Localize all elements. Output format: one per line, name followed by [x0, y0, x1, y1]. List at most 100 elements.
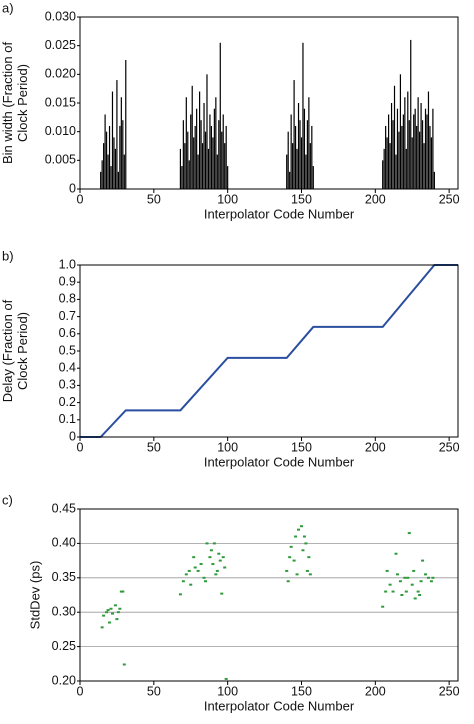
x-axis-label: Interpolator Code Number: [204, 206, 355, 221]
bar: [123, 154, 125, 189]
bar: [299, 120, 301, 189]
bar: [427, 91, 430, 189]
bar: [305, 154, 307, 189]
bar: [227, 166, 229, 189]
y-tick-label: 0.2: [59, 395, 76, 409]
bar: [290, 114, 292, 189]
point: [184, 573, 188, 576]
point: [192, 556, 196, 559]
bar: [210, 125, 213, 189]
y-tick-label: 0: [69, 429, 76, 443]
x-tick-label: 50: [147, 440, 161, 454]
y-tick-label: 0.6: [59, 326, 76, 340]
bar: [411, 137, 413, 189]
point: [410, 583, 414, 586]
bar: [385, 125, 387, 189]
x-tick-label: 200: [365, 192, 386, 206]
point: [419, 580, 423, 583]
bar: [414, 108, 416, 189]
x-tick-label: 150: [291, 192, 312, 206]
x-tick-label: 100: [217, 684, 238, 698]
point: [208, 556, 212, 559]
point: [431, 576, 435, 579]
bar: [101, 160, 103, 189]
bar: [188, 160, 190, 189]
bar: [417, 97, 419, 189]
x-tick-label: 200: [365, 684, 386, 698]
bar: [419, 131, 421, 189]
bar: [407, 91, 409, 189]
point: [217, 552, 221, 555]
panel-label: a): [2, 0, 14, 15]
bar: [399, 74, 402, 189]
bar: [416, 125, 418, 189]
bar: [113, 137, 115, 189]
bar: [386, 137, 388, 189]
y-tick-label: 0.40: [52, 536, 76, 550]
x-tick-label: 100: [217, 192, 238, 206]
y-tick-label: 0.8: [59, 292, 76, 306]
bar: [207, 148, 210, 189]
y-tick-label: 0.010: [45, 124, 76, 138]
point: [196, 569, 200, 572]
bar: [218, 120, 220, 189]
point: [122, 663, 126, 666]
delay-line: [80, 264, 458, 438]
point: [384, 590, 388, 593]
panel-label: b): [2, 248, 14, 263]
x-tick-label: 200: [365, 440, 386, 454]
point: [418, 594, 422, 596]
bar: [209, 114, 211, 189]
bar: [311, 125, 313, 189]
bar: [432, 108, 434, 189]
plot-frame: [79, 264, 459, 438]
point: [412, 569, 416, 572]
y-tick-label: 0.30: [52, 604, 76, 618]
bar: [199, 91, 201, 189]
point: [189, 583, 193, 586]
x-tick-label: 250: [439, 192, 460, 206]
point: [285, 569, 289, 572]
y-tick-label: 0.030: [45, 9, 76, 23]
point: [413, 597, 417, 600]
point: [224, 677, 228, 680]
bar: [100, 171, 102, 189]
point: [100, 626, 104, 629]
point: [115, 618, 119, 621]
bar: [111, 91, 114, 189]
bar: [181, 166, 183, 189]
bar: [388, 114, 390, 189]
bar: [114, 148, 117, 189]
y-axis-label: Bin width (Fraction of: [0, 42, 15, 164]
y-axis-label: StdDev (ps): [27, 561, 42, 630]
point: [110, 612, 114, 615]
bar: [224, 143, 226, 189]
point: [187, 569, 191, 572]
plot-frame: [79, 508, 459, 682]
point: [113, 604, 117, 607]
point: [395, 573, 399, 576]
bar: [401, 125, 403, 189]
point: [116, 611, 120, 614]
bar: [302, 42, 304, 189]
bar: [190, 114, 192, 189]
x-tick-label: 0: [77, 684, 84, 698]
bar: [212, 137, 214, 189]
point: [406, 576, 410, 579]
y-tick-label: 1.0: [59, 257, 76, 271]
point: [294, 535, 298, 538]
bar: [200, 120, 202, 189]
bar: [430, 137, 433, 189]
point: [289, 545, 293, 548]
bar: [429, 125, 431, 189]
point: [304, 542, 308, 545]
bar: [289, 171, 291, 189]
bar: [423, 143, 425, 189]
bar: [104, 114, 106, 189]
x-tick-label: 150: [291, 440, 312, 454]
bar: [413, 114, 415, 189]
point: [215, 569, 219, 572]
y-tick-label: 0.20: [52, 673, 76, 687]
point: [388, 583, 392, 586]
point: [381, 605, 385, 608]
